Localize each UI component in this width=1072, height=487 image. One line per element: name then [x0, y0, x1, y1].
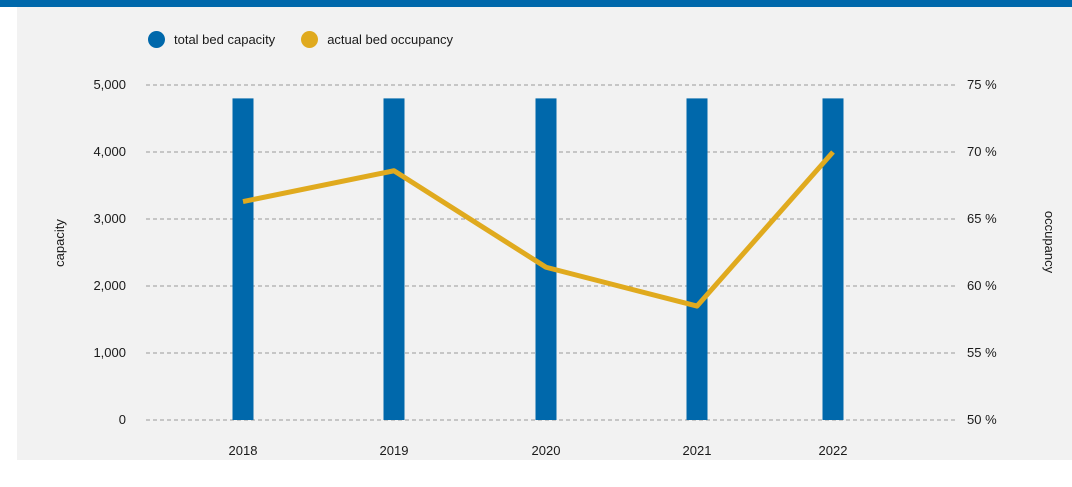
legend-label-capacity: total bed capacity — [174, 32, 275, 47]
y2-tick-label: 75 % — [967, 77, 997, 92]
y-tick-label: 5,000 — [93, 77, 126, 92]
legend-swatch-occupancy — [301, 31, 318, 48]
bar — [687, 98, 708, 420]
legend-item-occupancy: actual bed occupancy — [301, 31, 453, 48]
y2-tick-label: 65 % — [967, 211, 997, 226]
bar-series — [233, 98, 844, 420]
legend-label-occupancy: actual bed occupancy — [327, 32, 453, 47]
x-tick-label: 2019 — [380, 443, 409, 458]
y-tick-label: 3,000 — [93, 211, 126, 226]
bar — [536, 98, 557, 420]
y2-axis-title: occupancy — [1042, 211, 1057, 274]
y-tick-label: 2,000 — [93, 278, 126, 293]
x-tick-label: 2021 — [683, 443, 712, 458]
y2-tick-label: 70 % — [967, 144, 997, 159]
legend-swatch-capacity — [148, 31, 165, 48]
y-tick-label: 0 — [119, 412, 126, 427]
y2-tick-label: 60 % — [967, 278, 997, 293]
bar — [384, 98, 405, 420]
bar — [823, 98, 844, 420]
legend-item-capacity: total bed capacity — [148, 31, 275, 48]
legend: total bed capacity actual bed occupancy — [148, 31, 453, 48]
y2-tick-label: 50 % — [967, 412, 997, 427]
x-tick-label: 2018 — [229, 443, 258, 458]
bar — [233, 98, 254, 420]
y-tick-label: 4,000 — [93, 144, 126, 159]
y-tick-label: 1,000 — [93, 345, 126, 360]
y-axis-title: capacity — [52, 219, 67, 267]
y2-tick-label: 55 % — [967, 345, 997, 360]
x-tick-label: 2022 — [819, 443, 848, 458]
x-tick-label: 2020 — [532, 443, 561, 458]
